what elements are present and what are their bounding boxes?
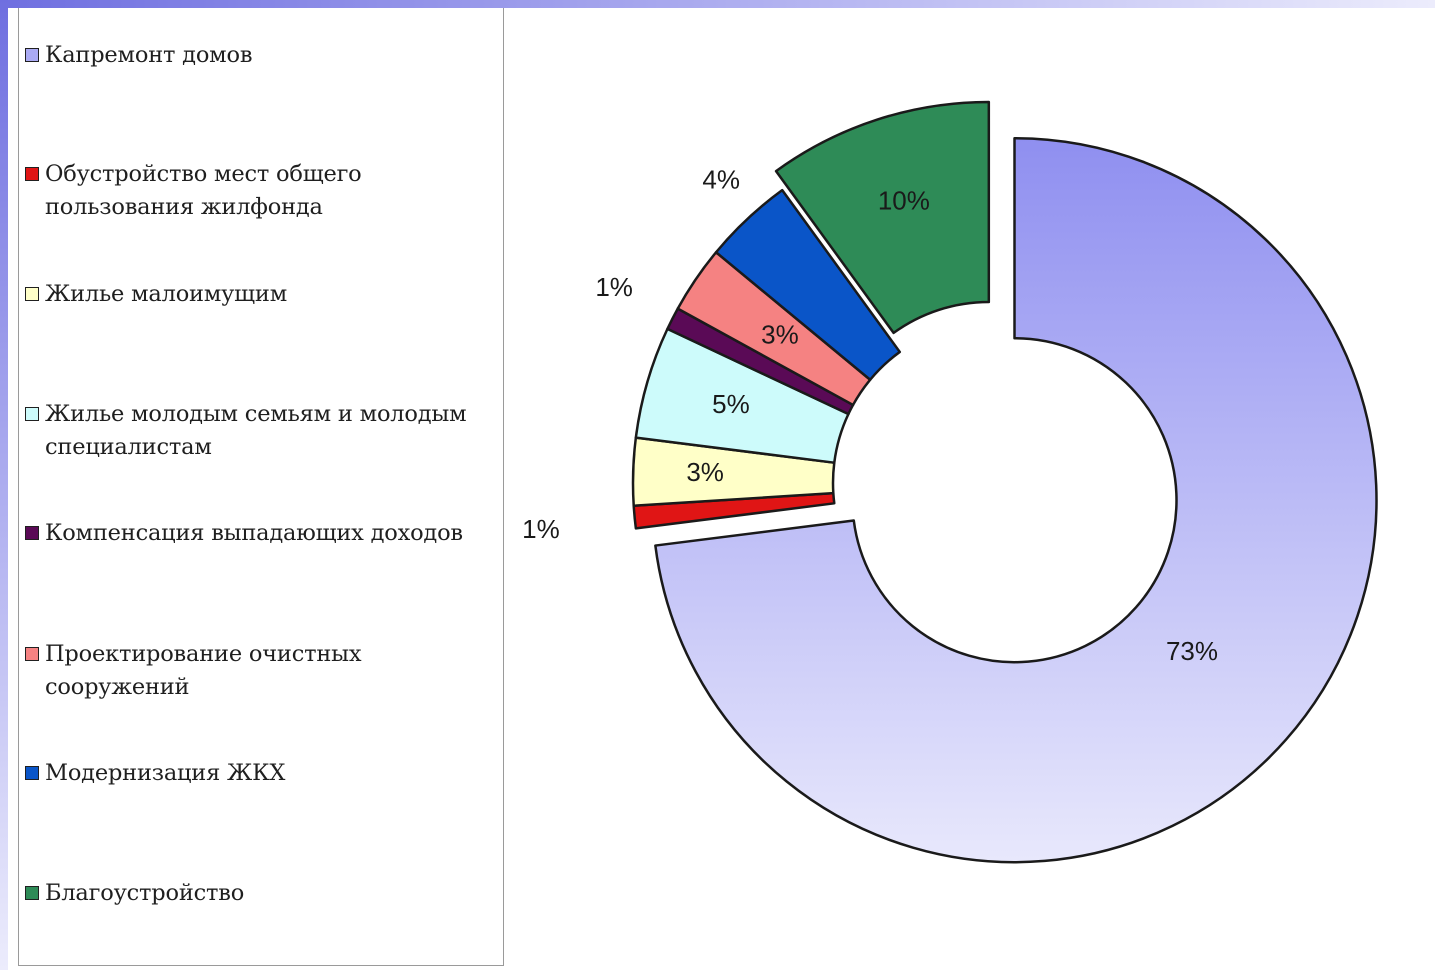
- data-label: 3%: [761, 320, 799, 350]
- legend-label: Модернизация ЖКХ: [45, 760, 286, 786]
- legend-item: Благоустройство: [25, 877, 505, 910]
- legend-item: Компенсация выпадающих доходов: [25, 517, 505, 550]
- legend-label: Жилье малоимущим: [45, 281, 287, 307]
- legend-label: Обустройство мест общего пользования жил…: [45, 161, 362, 220]
- legend-label: Компенсация выпадающих доходов: [45, 520, 463, 546]
- legend-item: Жилье малоимущим: [25, 278, 505, 311]
- legend-swatch: [25, 287, 39, 301]
- legend-item: Жилье молодым семьям и молодым специалис…: [25, 398, 505, 464]
- data-label: 4%: [702, 164, 740, 194]
- legend-swatch: [25, 526, 39, 540]
- doughnut-slice: [714, 188, 902, 381]
- data-label: 3%: [686, 457, 724, 487]
- data-label: 5%: [712, 389, 750, 419]
- legend-item: Проектирование очистных сооружений: [25, 638, 395, 704]
- legend-item: Модернизация ЖКХ: [25, 757, 505, 790]
- data-label: 1%: [595, 272, 633, 302]
- legend-swatch: [25, 167, 39, 181]
- legend-swatch: [25, 407, 39, 421]
- legend-swatch: [25, 647, 39, 661]
- legend-label: Благоустройство: [45, 880, 245, 906]
- data-label: 73%: [1166, 636, 1218, 666]
- legend-label: Капремонт домов: [45, 42, 253, 68]
- doughnut-slice: [654, 136, 1378, 864]
- doughnut-slice: [774, 100, 991, 335]
- legend-label: Проектирование очистных сооружений: [45, 641, 362, 700]
- chart-legend: Капремонт домов Обустройство мест общего…: [18, 8, 504, 966]
- legend-item: Капремонт домов: [25, 39, 505, 72]
- legend-item: Обустройство мест общего пользования жил…: [25, 158, 395, 224]
- data-labels: 73% 1% 3% 5% 1% 3% 4% 10%: [522, 164, 1218, 666]
- data-label: 1%: [522, 514, 560, 544]
- data-label: 10%: [878, 185, 930, 215]
- legend-swatch: [25, 48, 39, 62]
- legend-swatch: [25, 766, 39, 780]
- legend-swatch: [25, 886, 39, 900]
- doughnut-slices: [631, 100, 1378, 864]
- top-decor-band: [0, 0, 1435, 8]
- legend-label: Жилье молодым семьям и молодым специалис…: [45, 401, 467, 460]
- left-decor-band: [0, 0, 8, 970]
